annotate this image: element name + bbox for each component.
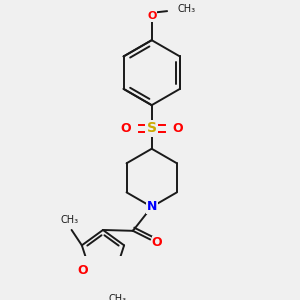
Text: O: O [121,122,131,135]
Text: CH₃: CH₃ [109,294,127,300]
Text: CH₃: CH₃ [61,215,79,225]
Text: N: N [146,200,157,213]
Text: O: O [172,122,183,135]
Text: S: S [147,121,157,135]
Text: O: O [78,264,88,277]
Text: CH₃: CH₃ [177,4,196,14]
Text: O: O [147,11,156,21]
Text: O: O [152,236,162,249]
